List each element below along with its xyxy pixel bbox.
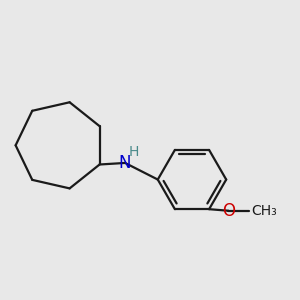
- Text: CH₃: CH₃: [252, 204, 278, 218]
- Text: O: O: [222, 202, 235, 220]
- Text: H: H: [129, 145, 139, 159]
- Text: N: N: [119, 154, 131, 172]
